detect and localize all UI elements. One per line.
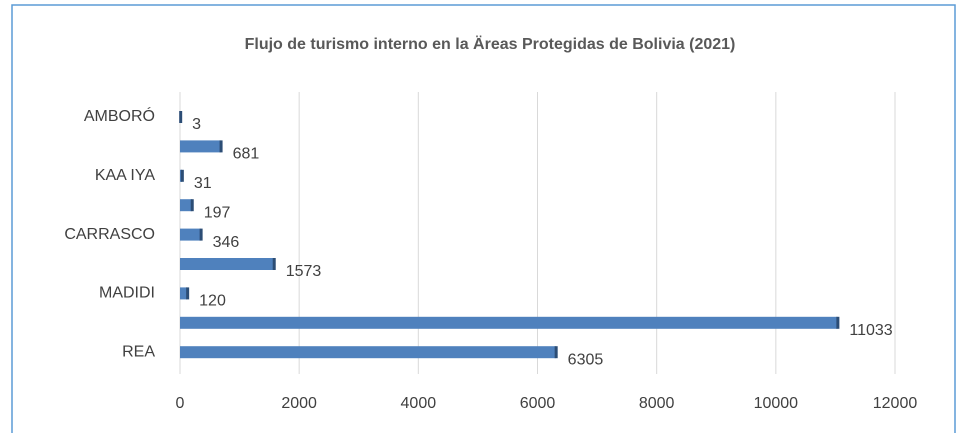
x-tick-label: 8000 [639, 395, 675, 412]
x-tick-label: 0 [176, 395, 185, 412]
bar [180, 287, 190, 300]
data-label: 1573 [286, 263, 322, 280]
y-tick-label: MADIDI [99, 285, 155, 302]
y-tick-label: CARRASCO [64, 226, 155, 243]
data-label: 120 [199, 293, 226, 310]
data-label: 681 [233, 146, 260, 163]
data-label: 197 [204, 204, 231, 221]
y-tick-label: AMBORÓ [84, 106, 155, 125]
frame [11, 4, 956, 433]
chart-title: Flujo de turismo interno en la Äreas Pro… [245, 35, 736, 53]
x-tick-label: 4000 [401, 395, 437, 412]
data-label: 346 [213, 234, 240, 251]
data-label: 11033 [849, 322, 892, 339]
y-tick-label: REA [122, 343, 155, 360]
data-label: 3 [192, 116, 201, 133]
data-label: 31 [194, 175, 212, 192]
x-tick-label: 10000 [754, 395, 799, 412]
bar [180, 199, 194, 212]
bar [179, 111, 183, 123]
x-tick-label: 2000 [281, 395, 317, 412]
bar [180, 346, 558, 359]
bar [180, 316, 840, 329]
bar [180, 258, 276, 270]
bar [180, 140, 223, 153]
x-tick-label: 6000 [520, 395, 556, 412]
bar [180, 169, 184, 182]
y-tick-label: KAA IYA [95, 167, 156, 184]
data-label: 6305 [568, 351, 604, 368]
bar [180, 228, 203, 241]
x-tick-label: 12000 [873, 395, 918, 412]
